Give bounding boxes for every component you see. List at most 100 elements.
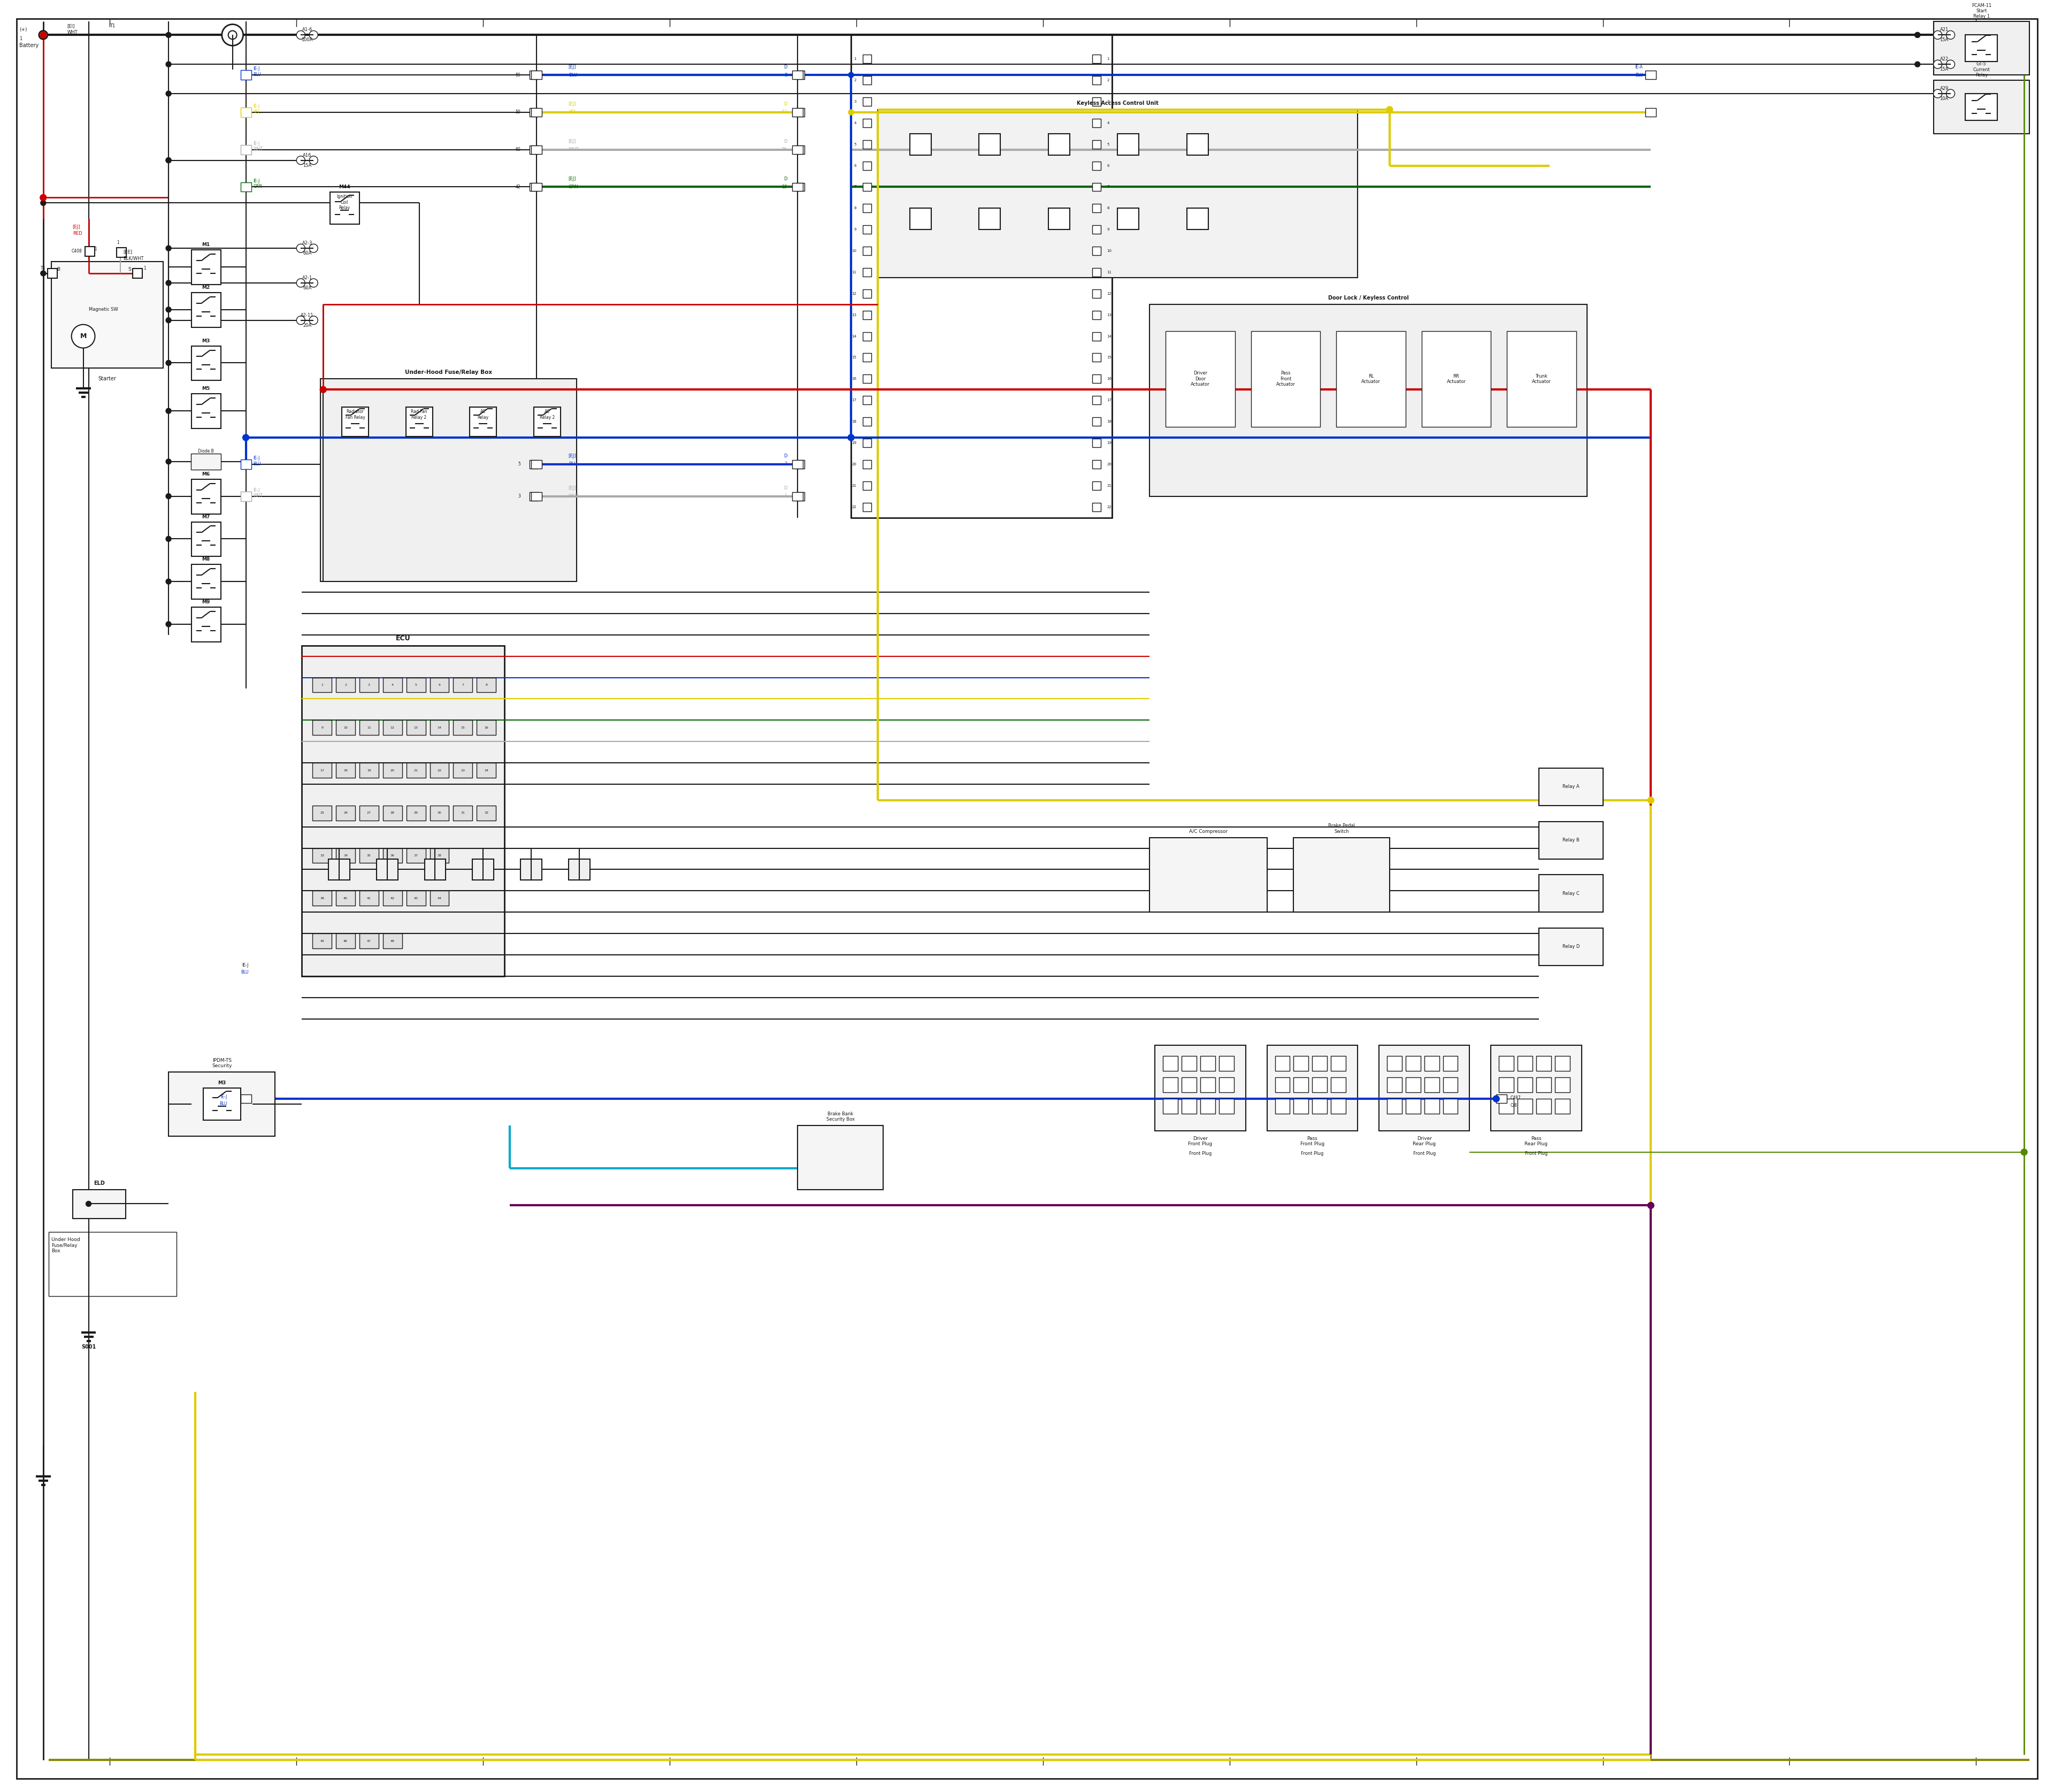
Text: M: M bbox=[80, 333, 86, 340]
Bar bbox=[312, 806, 331, 821]
Circle shape bbox=[296, 280, 306, 287]
Bar bbox=[1518, 1098, 1532, 1113]
Bar bbox=[863, 247, 871, 254]
Text: 60A: 60A bbox=[302, 251, 312, 256]
Circle shape bbox=[166, 459, 170, 464]
Text: IPDM-TS
Security: IPDM-TS Security bbox=[212, 1057, 232, 1068]
Text: 12: 12 bbox=[781, 109, 787, 115]
Text: 33: 33 bbox=[320, 855, 325, 857]
Bar bbox=[1555, 1055, 1569, 1072]
Bar bbox=[1163, 1098, 1177, 1113]
Bar bbox=[1093, 396, 1101, 405]
Circle shape bbox=[1933, 61, 1941, 68]
Bar bbox=[1933, 81, 2029, 134]
Text: •: • bbox=[164, 280, 170, 287]
Bar bbox=[425, 858, 446, 880]
Bar bbox=[191, 394, 220, 428]
Bar bbox=[359, 806, 378, 821]
Bar bbox=[1555, 1098, 1569, 1113]
Text: 100A: 100A bbox=[302, 38, 312, 43]
Bar bbox=[320, 378, 577, 582]
Bar bbox=[797, 183, 805, 192]
Bar bbox=[359, 891, 378, 905]
Text: 26: 26 bbox=[343, 812, 347, 814]
Text: 21: 21 bbox=[413, 769, 419, 772]
Text: [EJ]: [EJ] bbox=[569, 65, 575, 70]
Bar bbox=[863, 118, 871, 127]
Text: Relay C: Relay C bbox=[1563, 891, 1580, 896]
Bar bbox=[337, 934, 355, 948]
Bar bbox=[863, 396, 871, 405]
Text: 8: 8 bbox=[1107, 206, 1109, 210]
Bar bbox=[1933, 22, 2029, 75]
Bar bbox=[382, 720, 403, 735]
Bar bbox=[863, 332, 871, 340]
Bar bbox=[191, 292, 220, 328]
Text: 21: 21 bbox=[1107, 484, 1111, 487]
Text: 5: 5 bbox=[518, 462, 520, 466]
Bar bbox=[1294, 837, 1391, 912]
Text: Driver
Front Plug: Driver Front Plug bbox=[1187, 1136, 1212, 1147]
Bar bbox=[49, 1233, 177, 1296]
Bar bbox=[863, 353, 871, 362]
Text: 27: 27 bbox=[368, 812, 372, 814]
Circle shape bbox=[41, 271, 45, 276]
Text: Pass
Front Plug: Pass Front Plug bbox=[1300, 1136, 1325, 1147]
Text: A1-6: A1-6 bbox=[302, 27, 312, 32]
Circle shape bbox=[1947, 90, 1955, 99]
Text: 1: 1 bbox=[320, 685, 322, 686]
Bar bbox=[407, 806, 425, 821]
Text: 29: 29 bbox=[413, 812, 419, 814]
Text: 15: 15 bbox=[460, 726, 464, 729]
Text: 10: 10 bbox=[1107, 249, 1111, 253]
Circle shape bbox=[166, 579, 170, 584]
Text: M9: M9 bbox=[201, 600, 210, 604]
Text: 15A: 15A bbox=[302, 163, 312, 168]
Bar bbox=[1331, 1098, 1345, 1113]
Text: D: D bbox=[783, 102, 787, 108]
Text: 19: 19 bbox=[781, 185, 787, 190]
Text: A21: A21 bbox=[1939, 27, 1949, 32]
Bar bbox=[240, 491, 251, 502]
Text: 17: 17 bbox=[852, 398, 857, 401]
Bar bbox=[429, 763, 450, 778]
Bar bbox=[1048, 134, 1070, 154]
Text: 5: 5 bbox=[854, 143, 857, 145]
Text: 15A: 15A bbox=[1939, 38, 1949, 43]
Bar bbox=[1536, 1055, 1551, 1072]
Bar bbox=[793, 108, 803, 116]
Bar bbox=[329, 858, 349, 880]
Text: 44: 44 bbox=[438, 898, 442, 900]
Circle shape bbox=[296, 30, 306, 39]
Bar bbox=[1508, 332, 1575, 426]
Bar bbox=[240, 108, 251, 116]
Text: 11: 11 bbox=[1107, 271, 1111, 274]
Bar bbox=[850, 36, 1113, 518]
Bar bbox=[1538, 821, 1602, 858]
Bar bbox=[1538, 928, 1602, 966]
Text: 41: 41 bbox=[368, 898, 372, 900]
Text: (+): (+) bbox=[18, 27, 27, 32]
Text: [EE]: [EE] bbox=[123, 249, 131, 254]
Bar bbox=[1499, 1098, 1514, 1113]
Text: 20: 20 bbox=[390, 769, 394, 772]
Text: 19: 19 bbox=[852, 441, 857, 444]
Text: 60: 60 bbox=[516, 147, 520, 152]
Bar bbox=[1378, 1045, 1469, 1131]
Text: 9: 9 bbox=[1107, 228, 1109, 231]
Text: AC
Relay: AC Relay bbox=[477, 409, 489, 419]
Text: 36: 36 bbox=[390, 855, 394, 857]
Bar bbox=[382, 934, 403, 948]
Bar bbox=[1154, 1045, 1245, 1131]
Bar bbox=[863, 269, 871, 276]
Bar bbox=[1495, 1095, 1508, 1104]
Bar bbox=[797, 70, 805, 79]
Text: 22: 22 bbox=[438, 769, 442, 772]
Bar bbox=[1294, 1098, 1308, 1113]
Text: 35: 35 bbox=[368, 855, 372, 857]
Bar bbox=[1267, 1045, 1358, 1131]
Text: 8: 8 bbox=[485, 685, 487, 686]
Bar bbox=[203, 1088, 240, 1120]
Bar bbox=[240, 145, 251, 154]
Bar bbox=[359, 763, 378, 778]
